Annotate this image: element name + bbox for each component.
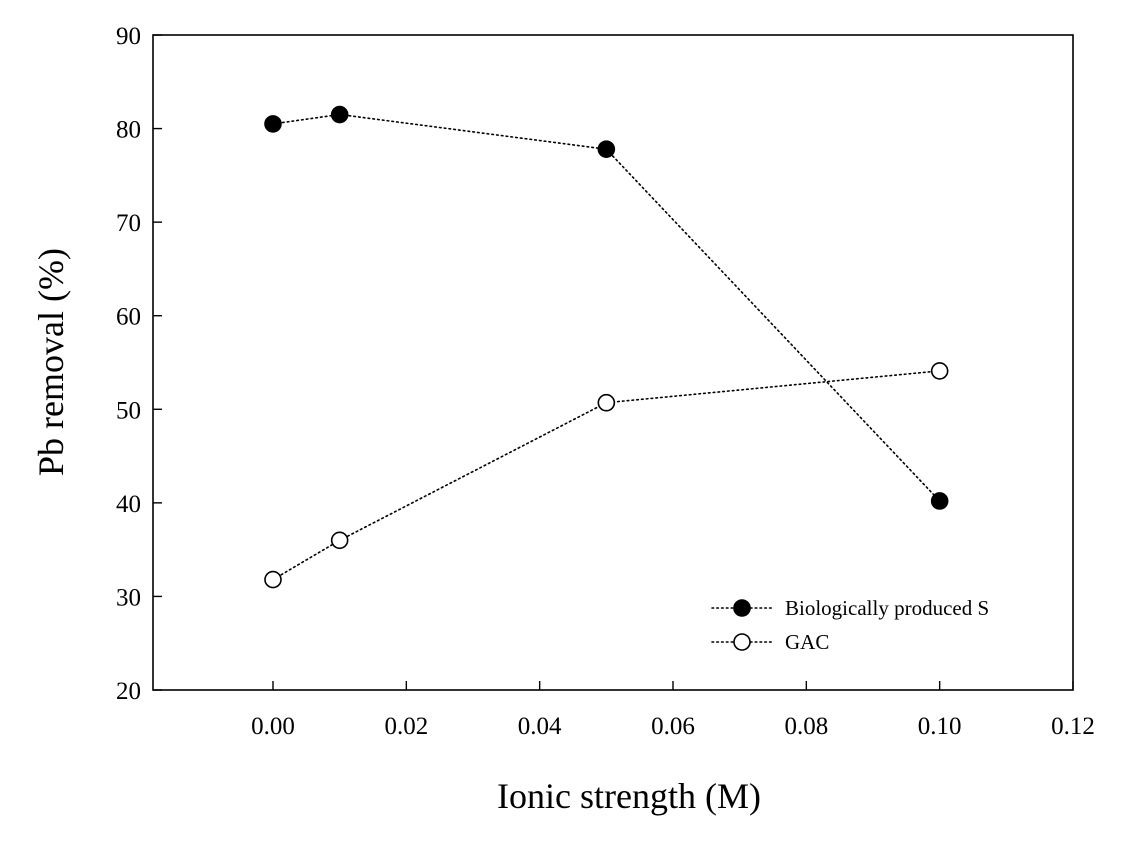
x-axis: 0.00 0.02 0.04 0.06 0.08 0.10 0.12 bbox=[251, 681, 1095, 740]
y-tick-label: 40 bbox=[116, 491, 141, 518]
series-line-1 bbox=[272, 370, 941, 581]
y-tick-label: 70 bbox=[116, 210, 141, 237]
x-tick-label: 0.00 bbox=[251, 713, 295, 740]
data-point bbox=[330, 531, 349, 550]
data-point bbox=[597, 393, 616, 412]
legend-marker bbox=[733, 599, 751, 617]
data-point bbox=[264, 115, 282, 133]
y-tick-label: 90 bbox=[116, 23, 141, 50]
y-tick-label: 60 bbox=[116, 304, 141, 331]
x-tick-label: 0.08 bbox=[784, 713, 828, 740]
legend-marker bbox=[733, 633, 751, 651]
x-tick-label: 0.12 bbox=[1051, 713, 1095, 740]
x-axis-title: Ionic strength (M) bbox=[497, 776, 761, 816]
data-point bbox=[264, 570, 282, 589]
y-tick-label: 50 bbox=[116, 397, 141, 424]
data-point bbox=[330, 105, 349, 124]
data-point bbox=[930, 362, 949, 380]
legend-label: Biologically produced S bbox=[785, 596, 989, 620]
plot-frame bbox=[152, 34, 1074, 691]
x-tick-label: 0.10 bbox=[918, 713, 962, 740]
series-line-0 bbox=[272, 113, 941, 502]
x-tick-label: 0.04 bbox=[518, 713, 562, 740]
series-layer bbox=[264, 105, 949, 589]
legend: Biologically produced S GAC bbox=[711, 596, 989, 654]
x-tick-label: 0.02 bbox=[384, 713, 428, 740]
legend-label: GAC bbox=[785, 630, 829, 654]
y-axis: 20 30 40 50 60 70 80 90 bbox=[116, 23, 162, 705]
data-point bbox=[930, 492, 949, 510]
y-tick-label: 80 bbox=[116, 117, 141, 144]
y-axis-title: Pb removal (%) bbox=[31, 248, 71, 476]
y-tick-label: 30 bbox=[116, 584, 141, 611]
data-point bbox=[597, 140, 616, 158]
x-tick-label: 0.06 bbox=[651, 713, 695, 740]
y-tick-label: 20 bbox=[116, 678, 141, 705]
